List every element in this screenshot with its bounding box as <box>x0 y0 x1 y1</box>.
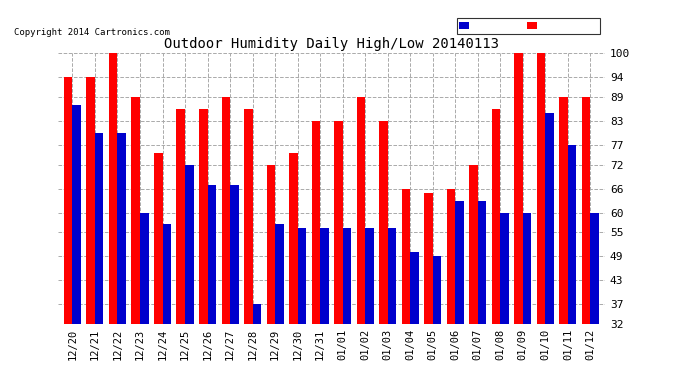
Bar <box>72 105 81 324</box>
Bar <box>177 109 185 324</box>
Bar <box>514 54 523 324</box>
Bar <box>424 193 433 324</box>
Bar <box>86 77 95 324</box>
Bar <box>131 97 140 324</box>
Bar <box>343 228 351 324</box>
Bar <box>365 228 374 324</box>
Bar <box>388 228 396 324</box>
Title: Outdoor Humidity Daily High/Low 20140113: Outdoor Humidity Daily High/Low 20140113 <box>164 37 499 51</box>
Bar <box>140 213 148 324</box>
Bar <box>455 201 464 324</box>
Legend: Low  (%), High  (%): Low (%), High (%) <box>457 18 600 34</box>
Bar <box>154 153 163 324</box>
Bar <box>492 109 500 324</box>
Text: Copyright 2014 Cartronics.com: Copyright 2014 Cartronics.com <box>14 28 170 37</box>
Bar <box>312 121 320 324</box>
Bar <box>469 165 477 324</box>
Bar <box>591 213 599 324</box>
Bar <box>275 225 284 324</box>
Bar <box>163 225 171 324</box>
Bar <box>230 185 239 324</box>
Bar <box>334 121 343 324</box>
Bar <box>297 228 306 324</box>
Bar <box>402 189 411 324</box>
Bar <box>109 54 117 324</box>
Bar <box>199 109 208 324</box>
Bar <box>560 97 568 324</box>
Bar <box>244 109 253 324</box>
Bar <box>185 165 194 324</box>
Bar <box>253 304 261 324</box>
Bar <box>500 213 509 324</box>
Bar <box>266 165 275 324</box>
Bar <box>64 77 72 324</box>
Bar <box>446 189 455 324</box>
Bar <box>477 201 486 324</box>
Bar <box>433 256 442 324</box>
Bar <box>568 145 576 324</box>
Bar <box>117 133 126 324</box>
Bar <box>537 54 545 324</box>
Bar <box>379 121 388 324</box>
Bar <box>320 228 328 324</box>
Bar <box>411 252 419 324</box>
Bar <box>208 185 216 324</box>
Bar <box>221 97 230 324</box>
Bar <box>545 113 554 324</box>
Bar <box>95 133 104 324</box>
Bar <box>523 213 531 324</box>
Bar <box>357 97 365 324</box>
Bar <box>582 97 591 324</box>
Bar <box>289 153 297 324</box>
